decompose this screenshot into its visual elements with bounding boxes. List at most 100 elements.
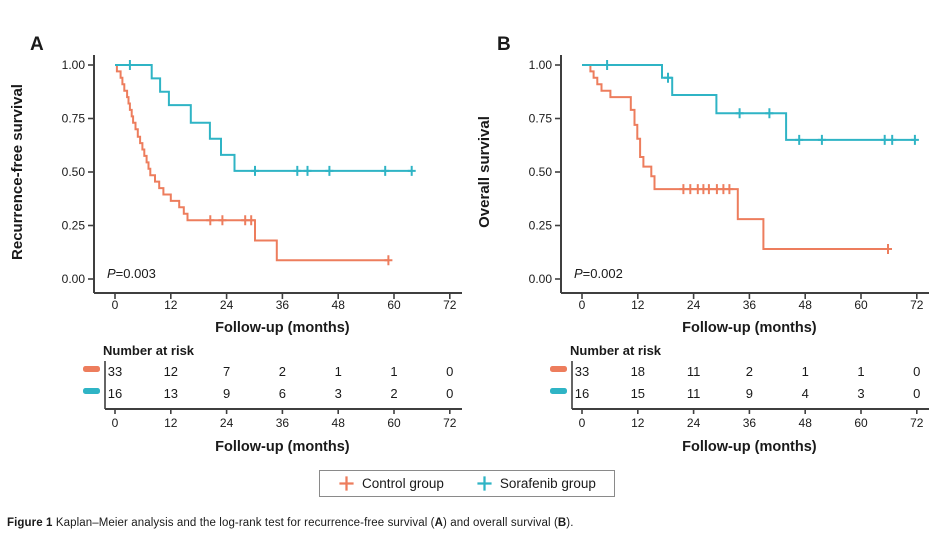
risk-count: 9 bbox=[746, 386, 753, 401]
risk-count: 33 bbox=[108, 364, 122, 379]
risk-count: 16 bbox=[108, 386, 122, 401]
risk-x-tick-label: 72 bbox=[443, 416, 457, 430]
x-tick-label: 36 bbox=[743, 298, 757, 312]
risk-x-tick-label: 0 bbox=[579, 416, 586, 430]
legend: Control group Sorafenib group bbox=[319, 470, 615, 497]
sorafenib-censor-plus-icon bbox=[477, 476, 492, 491]
risk-count: 1 bbox=[802, 364, 809, 379]
risk-row-swatch-sorafenib bbox=[550, 388, 567, 394]
risk-x-axis-title: Follow-up (months) bbox=[682, 439, 817, 455]
x-tick-label: 12 bbox=[631, 298, 645, 312]
y-tick-label: 0.50 bbox=[529, 165, 553, 179]
risk-count: 2 bbox=[279, 364, 286, 379]
risk-count: 0 bbox=[446, 386, 453, 401]
censor-marks-sorafenib bbox=[125, 60, 416, 176]
censor-marks-sorafenib bbox=[603, 60, 919, 145]
y-tick-label: 0.75 bbox=[529, 112, 553, 126]
x-tick-label: 48 bbox=[799, 298, 813, 312]
x-tick-label: 60 bbox=[854, 298, 868, 312]
risk-count: 7 bbox=[223, 364, 230, 379]
risk-count: 13 bbox=[164, 386, 178, 401]
panel-label: A bbox=[30, 34, 44, 55]
survival-curve-control bbox=[115, 64, 389, 262]
risk-count: 1 bbox=[857, 364, 864, 379]
risk-x-tick-label: 60 bbox=[387, 416, 401, 430]
risk-x-tick-label: 60 bbox=[854, 416, 868, 430]
caption-panel-a-ref: A bbox=[434, 517, 443, 529]
caption-figure-number: Figure 1 bbox=[7, 517, 53, 529]
risk-x-tick-label: 24 bbox=[220, 416, 234, 430]
risk-row-swatch-control bbox=[550, 366, 567, 372]
caption-text-3: ). bbox=[566, 517, 574, 529]
risk-x-tick-label: 48 bbox=[799, 416, 813, 430]
panel-label: B bbox=[497, 34, 511, 55]
y-tick-label: 0.75 bbox=[62, 112, 86, 126]
survival-curve-control bbox=[584, 64, 888, 250]
y-tick-label: 0.25 bbox=[529, 219, 553, 233]
legend-row: Control group Sorafenib group bbox=[0, 470, 934, 497]
risk-x-tick-label: 36 bbox=[743, 416, 757, 430]
x-tick-label: 24 bbox=[220, 298, 234, 312]
x-tick-label: 60 bbox=[387, 298, 401, 312]
y-tick-label: 1.00 bbox=[62, 58, 86, 72]
risk-x-tick-label: 36 bbox=[276, 416, 290, 430]
risk-count: 11 bbox=[687, 386, 701, 401]
risk-count: 15 bbox=[631, 386, 645, 401]
risk-count: 16 bbox=[575, 386, 589, 401]
x-tick-label: 72 bbox=[910, 298, 924, 312]
x-tick-label: 0 bbox=[112, 298, 119, 312]
risk-x-tick-label: 12 bbox=[164, 416, 178, 430]
risk-count: 6 bbox=[279, 386, 286, 401]
risk-count: 9 bbox=[223, 386, 230, 401]
risk-count: 4 bbox=[802, 386, 809, 401]
panel-overall-survival: B Overall survival 0.00 0.25 0.50 0.75 1.00 0 12… bbox=[467, 0, 934, 460]
risk-count: 3 bbox=[857, 386, 864, 401]
x-tick-label: 12 bbox=[164, 298, 178, 312]
risk-x-tick-label: 24 bbox=[687, 416, 701, 430]
caption-text-2: ) and overall survival ( bbox=[443, 517, 558, 529]
risk-x-tick-label: 72 bbox=[910, 416, 924, 430]
legend-label-control: Control group bbox=[362, 476, 444, 491]
x-tick-label: 48 bbox=[332, 298, 346, 312]
km-plot-A: A Recurrence-free survival 0.00 0.25 0.50 0.7… bbox=[9, 34, 462, 455]
risk-table-title: Number at risk bbox=[103, 343, 195, 358]
x-axis-title: Follow-up (months) bbox=[682, 320, 817, 336]
y-tick-label: 0.00 bbox=[529, 272, 553, 286]
survival-curve-sorafenib bbox=[115, 64, 413, 172]
figure-caption: Figure 1 Kaplan–Meier analysis and the l… bbox=[7, 517, 934, 529]
risk-x-tick-label: 12 bbox=[631, 416, 645, 430]
caption-text-1: Kaplan–Meier analysis and the log-rank t… bbox=[52, 517, 435, 529]
legend-item-control: Control group bbox=[338, 475, 444, 492]
x-tick-label: 0 bbox=[579, 298, 586, 312]
y-tick-label: 0.25 bbox=[62, 219, 86, 233]
x-tick-label: 36 bbox=[276, 298, 290, 312]
axes: 0.00 0.25 0.50 0.75 1.00 0 12 24 36 48 60 72 bbox=[529, 55, 929, 312]
p-value: P=0.003 bbox=[107, 266, 156, 281]
risk-row-swatch-control bbox=[83, 366, 100, 372]
y-tick-label: 0.50 bbox=[62, 165, 86, 179]
p-value: P=0.002 bbox=[574, 266, 623, 281]
risk-x-axis-title: Follow-up (months) bbox=[215, 439, 350, 455]
risk-x-tick-label: 48 bbox=[332, 416, 346, 430]
legend-item-sorafenib: Sorafenib group bbox=[476, 475, 596, 492]
y-tick-label: 0.00 bbox=[62, 272, 86, 286]
risk-count: 0 bbox=[913, 386, 920, 401]
y-axis-title: Overall survival bbox=[476, 116, 493, 228]
km-panels: A Recurrence-free survival 0.00 0.25 0.50 0.7… bbox=[0, 0, 934, 460]
panel-recurrence-free-survival: A Recurrence-free survival 0.00 0.25 0.50 0.7… bbox=[0, 0, 467, 460]
axes: 0.00 0.25 0.50 0.75 1.00 0 12 24 36 48 60 72 bbox=[62, 55, 462, 312]
caption-panel-b-ref: B bbox=[557, 517, 567, 529]
risk-count: 2 bbox=[390, 386, 397, 401]
x-axis-title: Follow-up (months) bbox=[215, 320, 350, 336]
y-axis-title: Recurrence-free survival bbox=[9, 84, 26, 260]
y-tick-label: 1.00 bbox=[529, 58, 553, 72]
risk-x-tick-label: 0 bbox=[112, 416, 119, 430]
risk-count: 3 bbox=[335, 386, 342, 401]
risk-table-title: Number at risk bbox=[570, 343, 662, 358]
legend-label-sorafenib: Sorafenib group bbox=[499, 476, 596, 491]
censor-marks-control bbox=[679, 184, 892, 254]
risk-count: 0 bbox=[913, 364, 920, 379]
risk-count: 1 bbox=[335, 364, 342, 379]
